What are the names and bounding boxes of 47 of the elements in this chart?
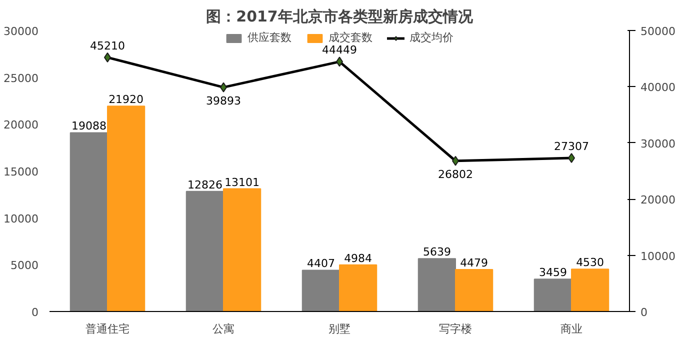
y-tick-label: 15000 (4, 166, 39, 178)
y-tick-label: 5000 (10, 259, 39, 272)
data-label: 21920 (108, 93, 144, 106)
y-tick-label: 10000 (4, 212, 39, 226)
data-label: 4984 (344, 252, 372, 265)
data-label: 4530 (576, 256, 604, 270)
data-label: 12826 (187, 178, 222, 192)
y-tick-label: 30000 (4, 25, 39, 38)
bar (571, 268, 610, 312)
legend-label: 成交均价 (410, 30, 454, 45)
data-label: 45210 (90, 39, 126, 52)
data-label: 19088 (71, 120, 106, 133)
bar (455, 269, 494, 312)
bar (223, 188, 262, 312)
bar (534, 278, 572, 312)
chart-title: 图：2017年北京市各类型新房成交情况 (206, 8, 474, 26)
data-label: 27307 (554, 140, 590, 154)
x-tick-label: 普通住宅 (86, 322, 130, 336)
bar (107, 106, 146, 312)
legend-label: 成交套数 (328, 30, 372, 45)
legend-label: 供应套数 (248, 30, 292, 45)
x-tick-label: 写字楼 (439, 322, 472, 336)
y-tick-label: 25000 (4, 72, 39, 85)
y2-tick-label: 30000 (640, 137, 676, 150)
data-label: 4407 (306, 257, 335, 270)
data-label: 39893 (206, 94, 242, 108)
bar (418, 258, 456, 312)
x-tick-label: 商业 (560, 322, 582, 336)
data-label: 13101 (224, 176, 260, 189)
y-tick-label: 20000 (4, 118, 39, 132)
bar (186, 190, 224, 312)
y2-tick-label: 20000 (640, 194, 676, 207)
data-label: 26802 (438, 168, 474, 181)
data-label: 5639 (422, 246, 451, 259)
x-tick-label: 公寓 (212, 322, 234, 336)
data-label: 3459 (538, 266, 567, 280)
y2-tick-label: 50000 (640, 25, 676, 38)
bar (339, 264, 378, 312)
data-label: 4479 (460, 256, 488, 270)
data-label: 44449 (322, 44, 358, 57)
y2-tick-label: 40000 (640, 81, 676, 94)
y2-tick-label: 10000 (640, 250, 676, 263)
y2-tick-label: 0 (640, 306, 648, 319)
bar (302, 270, 340, 312)
bar (70, 132, 108, 312)
y-tick-label: 0 (32, 306, 38, 319)
x-tick-label: 别墅 (328, 322, 350, 336)
